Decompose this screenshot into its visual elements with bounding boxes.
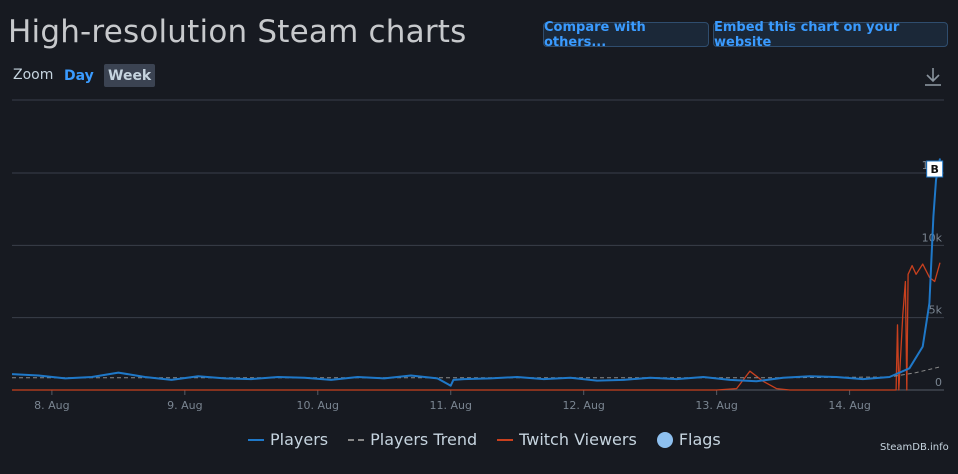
page-title: High-resolution Steam charts — [8, 14, 467, 50]
legend-twitch-label: Twitch Viewers — [519, 430, 637, 449]
x-tick-label: 11. Aug — [429, 399, 471, 412]
legend-flags-label: Flags — [678, 430, 721, 449]
legend: Players Players Trend Twitch Viewers Fla… — [248, 430, 741, 449]
trend-swatch — [348, 438, 365, 441]
flags-layer: B — [926, 160, 944, 178]
legend-trend[interactable]: Players Trend — [348, 430, 477, 449]
credit: SteamDB.info — [880, 442, 949, 453]
download-icon[interactable] — [922, 66, 944, 88]
legend-players[interactable]: Players — [248, 430, 328, 449]
y-tick-label: 0 — [935, 376, 942, 389]
legend-trend-label: Players Trend — [370, 430, 478, 449]
flag-label: B — [930, 163, 938, 176]
x-tick-label: 14. Aug — [828, 399, 870, 412]
x-tick-label: 12. Aug — [562, 399, 604, 412]
legend-players-label: Players — [270, 430, 329, 449]
y-axis: 05k10k15k — [922, 159, 943, 389]
series-line-players-trend — [12, 366, 941, 379]
series-line-players — [11, 158, 941, 387]
zoom-day-button[interactable]: Day — [64, 67, 94, 84]
x-axis: 8. Aug 9. Aug 10. Aug 11. Aug 12. Aug 13. Aug… — [34, 390, 871, 412]
zoom-label: Zoom — [13, 67, 54, 83]
flags-swatch — [656, 431, 673, 448]
x-tick-label: 8. Aug — [34, 399, 69, 412]
flag-marker[interactable] — [926, 160, 944, 178]
x-tick-label: 13. Aug — [695, 399, 737, 412]
zoom-week-button[interactable]: Week — [104, 64, 156, 87]
y-tick-label: 5k — [929, 304, 943, 317]
legend-twitch[interactable]: Twitch Viewers — [497, 430, 637, 449]
series-line-twitch-viewers — [12, 262, 941, 391]
series-layer — [11, 158, 941, 391]
players-swatch — [248, 438, 264, 441]
x-tick-label: 9. Aug — [167, 399, 202, 412]
embed-button[interactable]: Embed this chart on your website — [713, 20, 948, 50]
grid — [12, 172, 944, 391]
legend-flags[interactable]: Flags — [656, 430, 721, 449]
x-tick-label: 10. Aug — [297, 399, 339, 412]
twitch-swatch — [497, 438, 514, 441]
compare-button[interactable]: Compare with others... — [543, 20, 709, 50]
